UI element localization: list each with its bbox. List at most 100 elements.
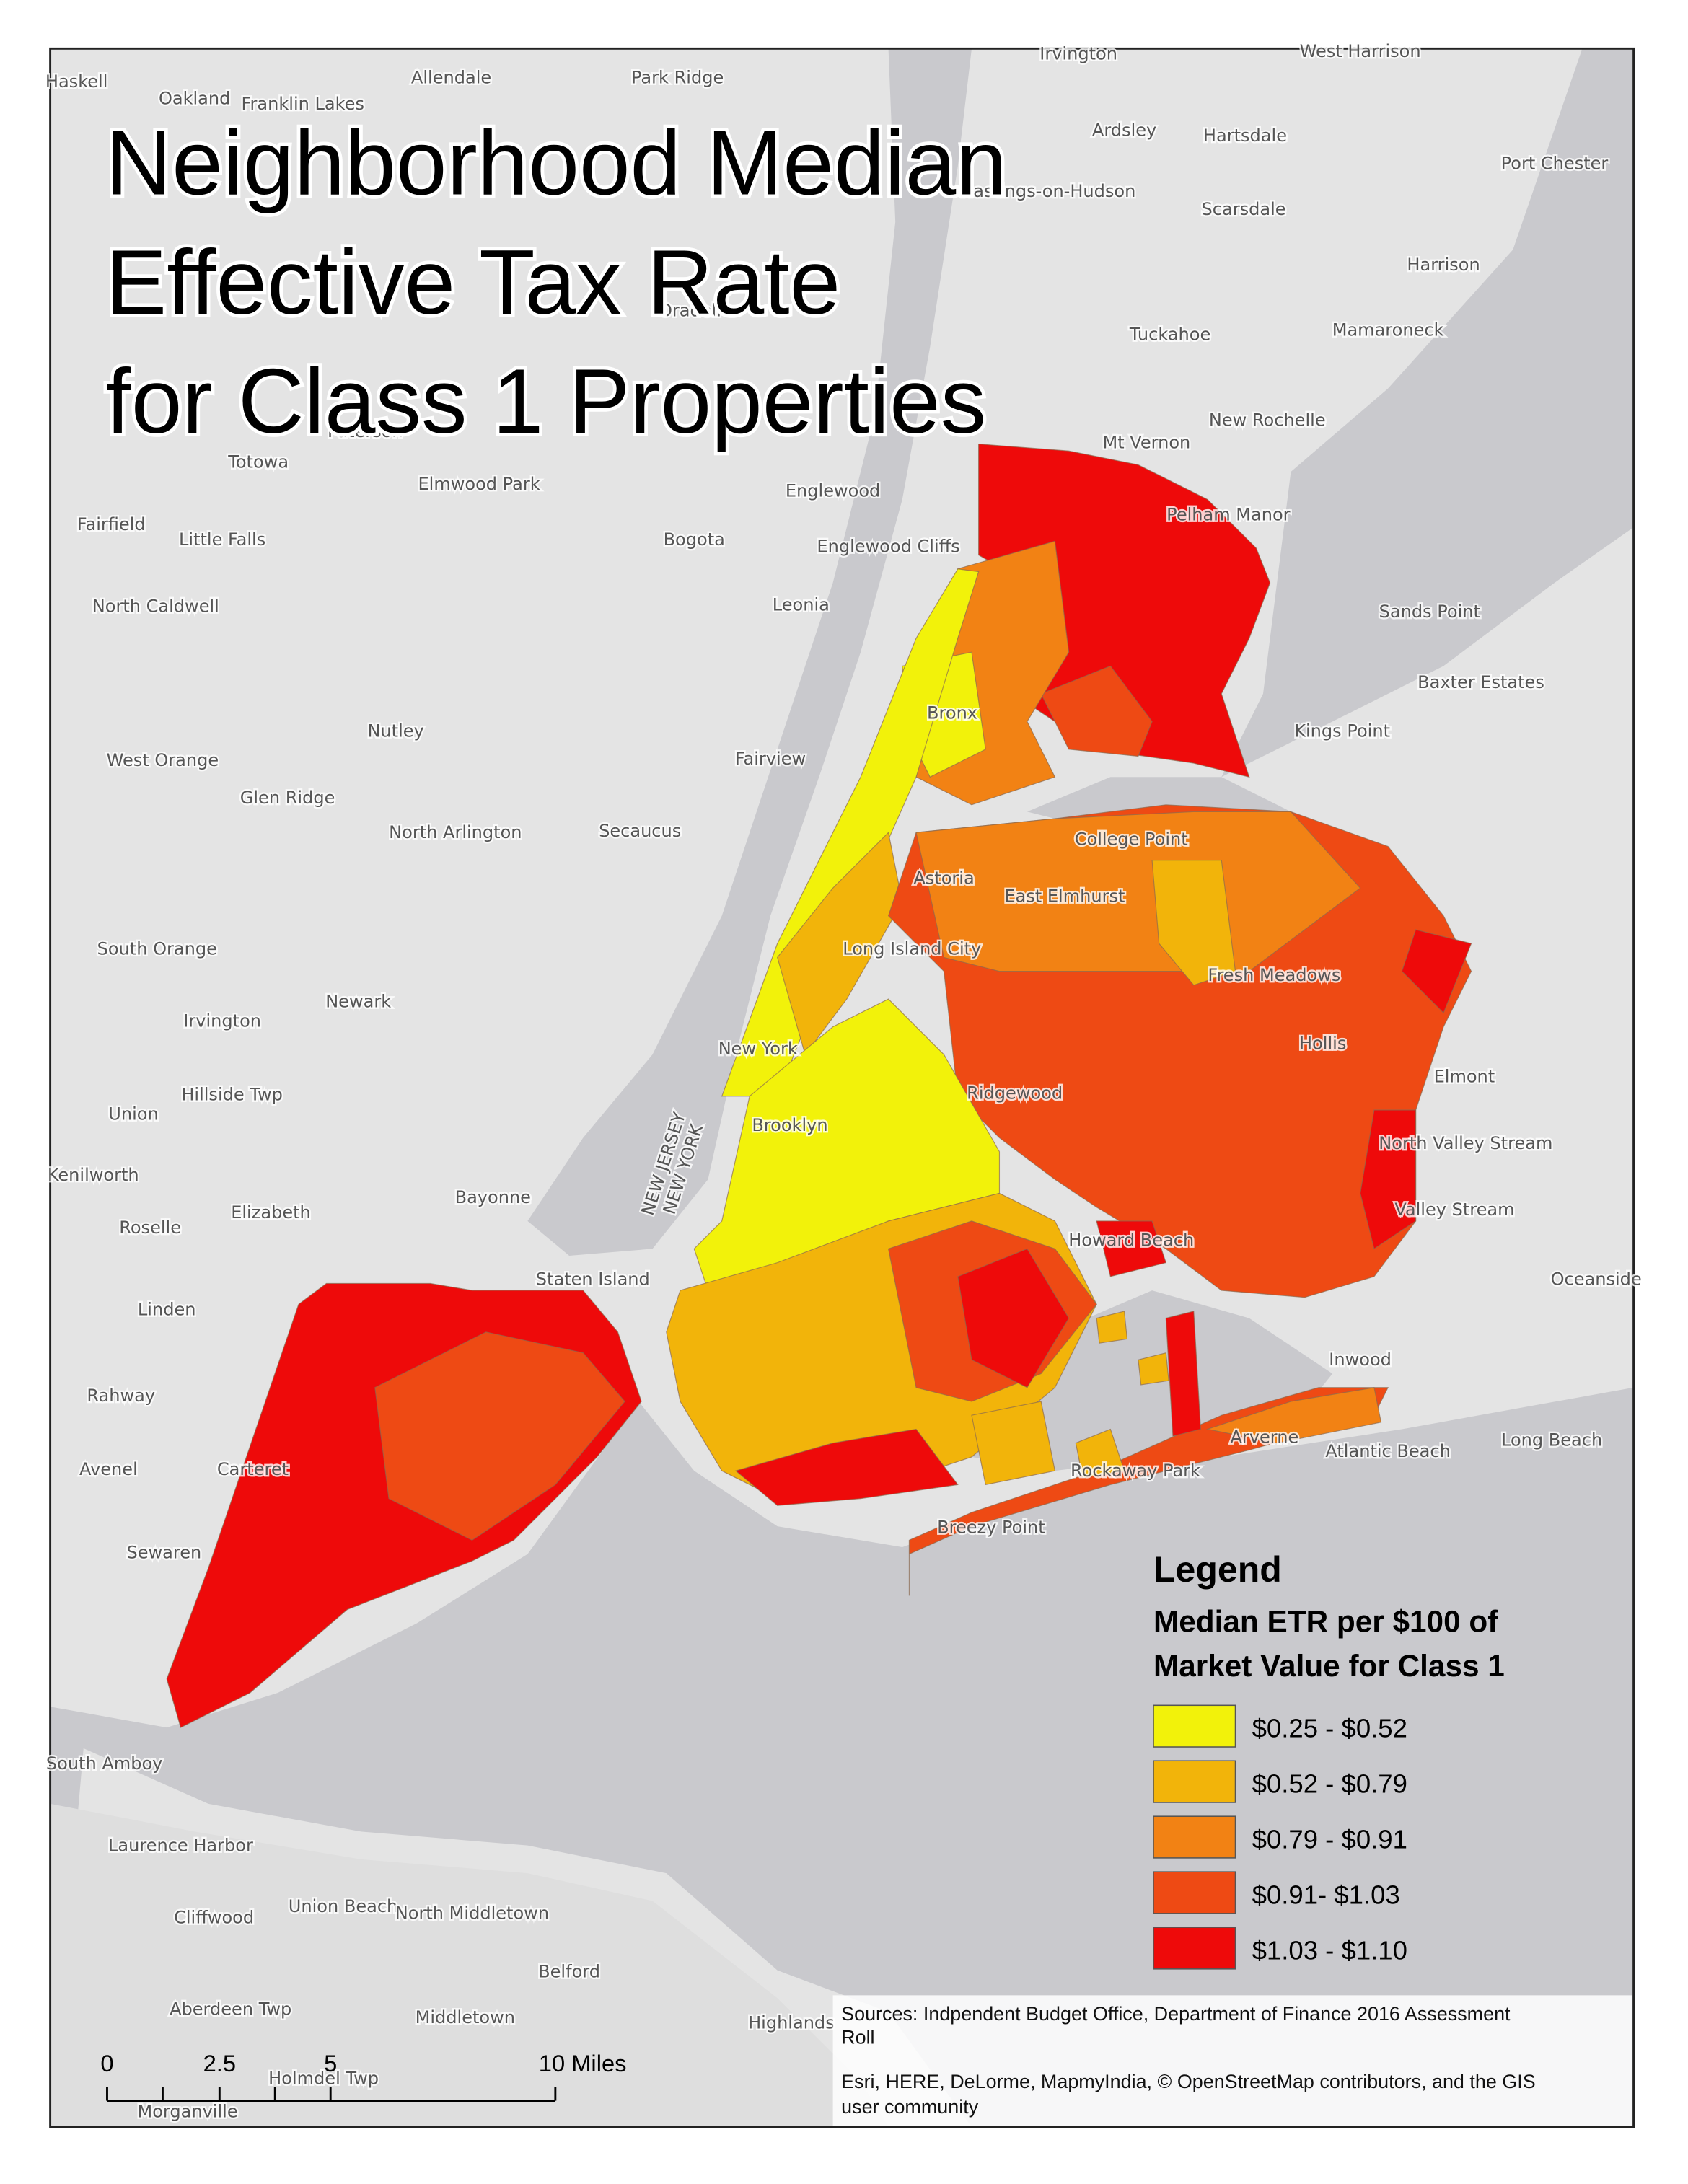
- legend-swatch: [1153, 1871, 1236, 1914]
- place-label: Paterson: [328, 421, 403, 441]
- legend-subtitle: Market Value for Class 1: [1153, 1649, 1505, 1683]
- place-label: Union Beach: [289, 1896, 398, 1916]
- place-label: Nutley: [367, 721, 423, 741]
- scale-label: 10 Miles: [539, 2050, 627, 2077]
- place-label: Bayonne: [455, 1187, 531, 1207]
- legend-subtitle: Median ETR per $100 of: [1153, 1604, 1498, 1638]
- scale-label: 5: [324, 2050, 337, 2077]
- place-label: Baxter Estates: [1417, 672, 1544, 692]
- place-label: Howard Beach: [1068, 1230, 1194, 1251]
- place-label: Avenel: [79, 1459, 138, 1479]
- place-label: Leonia: [773, 594, 830, 615]
- place-label: New Rochelle: [1209, 410, 1326, 431]
- place-label: Newark: [325, 992, 391, 1012]
- place-label: Sewaren: [126, 1542, 201, 1562]
- place-label: Belford: [538, 1961, 600, 1981]
- neighborhood-region: [971, 1401, 1056, 1486]
- place-label: Allendale: [411, 67, 491, 87]
- title: Neighborhood Median Effective Tax Rate for…: [102, 108, 1011, 457]
- place-label: East Elmhurst: [1004, 886, 1125, 906]
- neighborhood-region: [1151, 860, 1236, 986]
- place-label: Linden: [138, 1300, 196, 1320]
- place-label: Oceanside: [1551, 1269, 1642, 1289]
- place-labels: Haskell Oakland Franklin Lakes Allendale Par…: [43, 39, 1643, 2123]
- legend-label: $0.52 - $0.79: [1252, 1769, 1407, 1798]
- place-label: Brooklyn: [752, 1115, 827, 1135]
- place-label: Englewood Cliffs: [817, 537, 959, 557]
- place-label: North Arlington: [389, 822, 522, 842]
- credits-text: Esri, HERE, DeLorme, MapmyIndia, © OpenS…: [841, 2071, 1536, 2092]
- title-line: Neighborhood Median: [106, 111, 1007, 213]
- place-label: Glen Ridge: [240, 788, 335, 808]
- legend-swatch: [1153, 1927, 1236, 1970]
- neighborhood-region: [734, 1428, 959, 1506]
- place-label: Long Island City: [843, 939, 981, 959]
- place-label: Tuckahoe: [1129, 324, 1210, 344]
- place-label: South Amboy: [46, 1753, 163, 1774]
- place-label: Kings Point: [1294, 721, 1390, 741]
- place-label: Pelham Manor: [1166, 504, 1290, 524]
- place-label: Aberdeen Twp: [170, 1999, 291, 2019]
- place-label: Arverne: [1230, 1427, 1298, 1448]
- place-label: Totowa: [227, 452, 289, 472]
- place-label: Franklin Lakes: [241, 94, 364, 114]
- place-label: Cliffwood: [174, 1907, 254, 1927]
- neighborhood-region: [1165, 1311, 1202, 1437]
- place-label: Hillside Twp: [181, 1085, 283, 1105]
- place-label: Oakland: [159, 88, 230, 108]
- title-line: for Class 1 Properties: [106, 350, 987, 452]
- place-label: Valley Stream: [1394, 1199, 1514, 1220]
- legend-swatch: [1153, 1815, 1236, 1859]
- place-label: Elmwood Park: [418, 474, 540, 494]
- scale-label: 2.5: [203, 2050, 236, 2077]
- place-label: Hartsdale: [1203, 126, 1287, 146]
- place-label: Rockaway Park: [1071, 1461, 1200, 1481]
- legend: Legend Median ETR per $100 of Market Value…: [1153, 1549, 1505, 1970]
- place-label: Middletown: [416, 2007, 515, 2027]
- place-label: Astoria: [913, 868, 974, 888]
- place-label: Fairview: [735, 749, 806, 769]
- neighborhood-region: [1040, 665, 1153, 757]
- sources-text: Roll: [841, 2027, 874, 2048]
- place-label: Morganville: [137, 2102, 237, 2122]
- place-label: Elizabeth: [231, 1202, 311, 1223]
- place-label: Highlands: [748, 2013, 835, 2033]
- neighborhood-region: [1075, 1428, 1125, 1479]
- neighborhood-region: [1205, 1387, 1382, 1444]
- place-label: Hastings-on-Hudson: [960, 181, 1135, 201]
- place-label: Kenilworth: [48, 1165, 139, 1185]
- place-label: North Middletown: [395, 1903, 549, 1924]
- legend-label: $0.25 - $0.52: [1252, 1714, 1407, 1743]
- place-label: Bronx: [927, 703, 977, 723]
- place-label: West Orange: [107, 750, 219, 770]
- place-label: Hollis: [1299, 1033, 1346, 1053]
- place-label: Secaucus: [599, 821, 681, 841]
- map-frame: [49, 47, 1635, 2128]
- place-label: College Point: [1075, 829, 1188, 850]
- neighborhood-region: [1401, 929, 1472, 1014]
- place-label: Scarsdale: [1202, 199, 1286, 219]
- legend-swatch: [1153, 1704, 1236, 1748]
- sources-text: Sources: Indpendent Budget Office, Depar…: [841, 2003, 1511, 2025]
- place-label: South Orange: [97, 939, 217, 959]
- neighborhood-region: [1360, 1109, 1417, 1250]
- place-label: Atlantic Beach: [1325, 1441, 1450, 1461]
- place-label: Irvington: [1039, 44, 1117, 64]
- place-label: Englewood: [786, 481, 880, 501]
- place-label: Inwood: [1329, 1349, 1392, 1370]
- neighborhood-region: [957, 1248, 1070, 1388]
- place-label: Oradell: [659, 301, 721, 321]
- place-label: Holmdel Twp: [268, 2068, 379, 2088]
- hudson-river: [527, 48, 972, 1256]
- place-label: Carteret: [217, 1459, 289, 1479]
- neighborhood-region: [1096, 1220, 1167, 1277]
- place-label: Harrison: [1407, 255, 1480, 275]
- place-label: Ridgewood: [967, 1083, 1063, 1104]
- place-label: New York: [718, 1039, 798, 1059]
- place-label: Port Chester: [1501, 154, 1609, 174]
- credits-text: user community: [841, 2096, 979, 2118]
- place-label: Mt Vernon: [1102, 432, 1190, 452]
- place-label: Breezy Point: [937, 1518, 1045, 1538]
